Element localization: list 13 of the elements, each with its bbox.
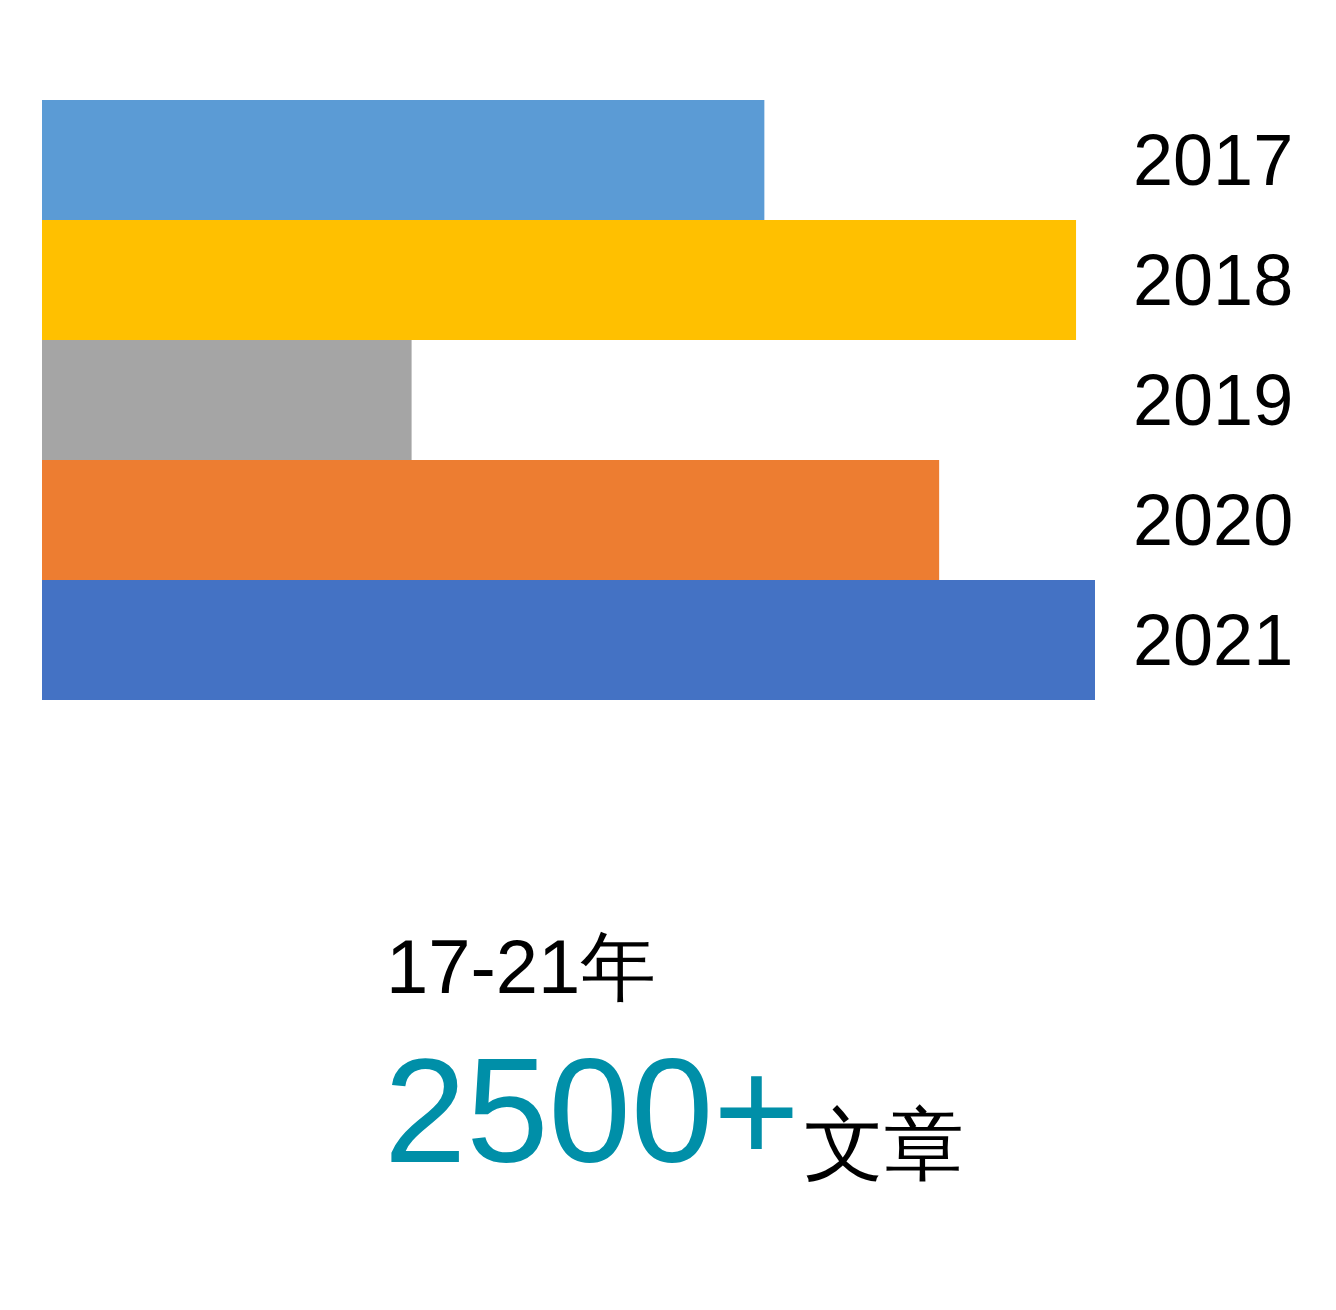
y-tick-label: 2018 bbox=[1133, 240, 1294, 320]
y-tick-label: 2017 bbox=[1133, 120, 1294, 200]
bar bbox=[42, 340, 412, 460]
bar bbox=[42, 100, 765, 220]
bar bbox=[42, 580, 1095, 700]
bar bbox=[42, 460, 940, 580]
y-tick-label: 2020 bbox=[1133, 480, 1294, 560]
text: 文章 bbox=[803, 1099, 964, 1189]
bar bbox=[42, 220, 1077, 340]
text: 2500+ bbox=[384, 1027, 800, 1193]
text: 17-21年 bbox=[386, 923, 657, 1009]
y-tick-label: 2021 bbox=[1133, 600, 1294, 680]
y-tick-label: 2019 bbox=[1133, 360, 1294, 440]
